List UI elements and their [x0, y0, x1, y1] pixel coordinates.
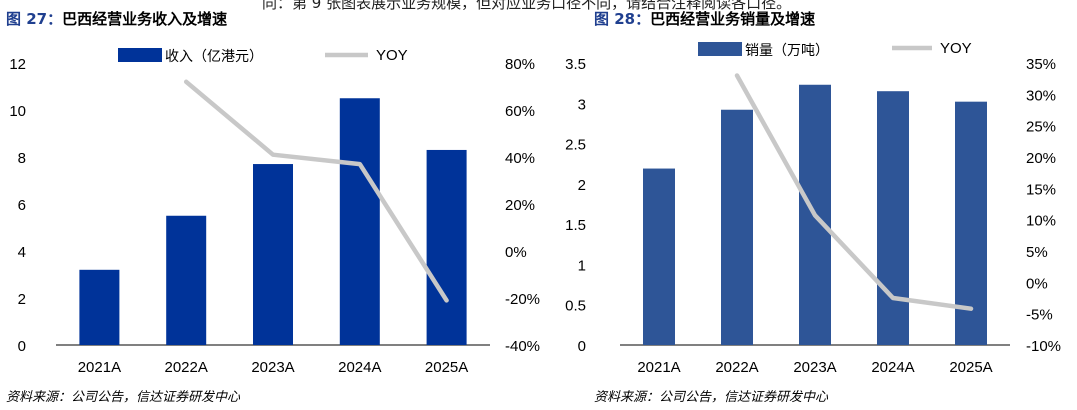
y-right-tick-label: 40% — [505, 150, 535, 167]
bar — [166, 215, 207, 345]
figure-title: 图 27：巴西经营业务收入及增速 — [6, 8, 227, 29]
figure-title-text: 巴西经营业务收入及增速 — [62, 10, 228, 28]
y-right-tick-label: 25% — [1026, 119, 1056, 136]
y-left-tick-label: 3 — [578, 96, 586, 113]
bar — [339, 98, 380, 345]
yoy-line — [183, 79, 449, 303]
figure-label: 图 28： — [594, 10, 651, 28]
y-right-tick-label: -40% — [505, 338, 540, 355]
y-right-tick-label: 5% — [1026, 244, 1048, 261]
legend-bar-label: 销量（万吨） — [745, 42, 829, 58]
bar — [643, 168, 675, 345]
bar — [79, 269, 120, 345]
y-left-tick-label: 1.5 — [565, 217, 586, 234]
y-right-tick-label: -10% — [1026, 338, 1061, 355]
y-left-tick-label: 0 — [18, 338, 26, 355]
y-left-tick-label: 2 — [18, 291, 26, 308]
source-note: 资料来源：公司公告，信达证券研发中心 — [6, 390, 241, 405]
page-top-text: 同：第 9 张图表展示业务规模，但对应业务口径不同，请结合注释阅读各口径。 — [262, 0, 792, 12]
y-right-tick-label: 15% — [1026, 181, 1056, 198]
legend-bar-swatch — [698, 42, 742, 56]
y-left-tick-label: 1 — [578, 257, 586, 274]
x-tick-label: 2022A — [715, 359, 758, 376]
y-right-tick-label: 30% — [1026, 87, 1056, 104]
bar — [877, 91, 909, 345]
y-right-tick-label: 10% — [1026, 213, 1056, 230]
chart-panel-revenue: 图 27：巴西经营业务收入及增速 0 2 4 6 8 10 12 -40% -20% 0% 20% 4… — [6, 8, 540, 405]
y-right-tick-label: 60% — [505, 103, 535, 120]
x-tick-label: 2021A — [78, 359, 121, 376]
x-tick-label: 2024A — [338, 359, 381, 376]
y-left-tick-label: 12 — [9, 56, 26, 73]
y-right-tick-label: 0% — [505, 244, 527, 261]
y-left-tick-label: 2 — [578, 177, 586, 194]
y-left-tick-label: 10 — [9, 103, 26, 120]
bar — [426, 149, 467, 345]
x-tick-label: 2023A — [793, 359, 836, 376]
y-left-tick-label: 6 — [18, 197, 26, 214]
x-tick-label: 2025A — [425, 359, 468, 376]
x-tick-label: 2023A — [251, 359, 294, 376]
bar — [721, 109, 753, 345]
x-tick-label: 2024A — [871, 359, 914, 376]
y-left-tick-label: 0.5 — [565, 298, 586, 315]
figure-label: 图 27： — [6, 10, 63, 28]
legend-bar-label: 收入（亿港元） — [165, 48, 263, 64]
revenue-chart: 0 2 4 6 8 10 12 -40% -20% 0% 20% 40% 60% 80% 2021A 2022… — [9, 47, 540, 376]
y-right-tick-label: -5% — [1026, 307, 1053, 324]
y-right-tick-label: 20% — [505, 197, 535, 214]
legend-line-label: YOY — [376, 47, 408, 64]
figure-title-text: 巴西经营业务销量及增速 — [650, 10, 816, 28]
yoy-line — [734, 73, 974, 311]
source-note: 资料来源：公司公告，信达证券研发中心 — [594, 390, 829, 405]
legend-line-label: YOY — [940, 40, 972, 57]
figure-title: 图 28：巴西经营业务销量及增速 — [594, 8, 815, 29]
y-right-tick-label: 80% — [505, 56, 535, 73]
legend-bar-swatch — [118, 48, 162, 62]
y-right-tick-label: 35% — [1026, 56, 1056, 73]
x-tick-label: 2022A — [165, 359, 208, 376]
y-right-tick-label: 0% — [1026, 275, 1048, 292]
y-left-tick-label: 0 — [578, 338, 586, 355]
y-right-tick-label: 20% — [1026, 150, 1056, 167]
x-tick-label: 2021A — [637, 359, 680, 376]
x-tick-label: 2025A — [949, 359, 992, 376]
y-left-tick-label: 8 — [18, 150, 26, 167]
bar — [253, 164, 293, 345]
y-right-tick-label: -20% — [505, 291, 540, 308]
bar — [955, 101, 987, 345]
chart-panel-volume: 图 28：巴西经营业务销量及增速 0 0.5 1 1.5 2 2.5 3 3.5 -10% -5%… — [540, 0, 1077, 410]
volume-chart: 0 0.5 1 1.5 2 2.5 3 3.5 -10% -5% 0% 5% 10% 15% 20% 25% 3… — [565, 40, 1061, 376]
y-left-tick-label: 4 — [18, 244, 26, 261]
y-left-tick-label: 3.5 — [565, 56, 586, 73]
y-left-tick-label: 2.5 — [565, 137, 586, 154]
